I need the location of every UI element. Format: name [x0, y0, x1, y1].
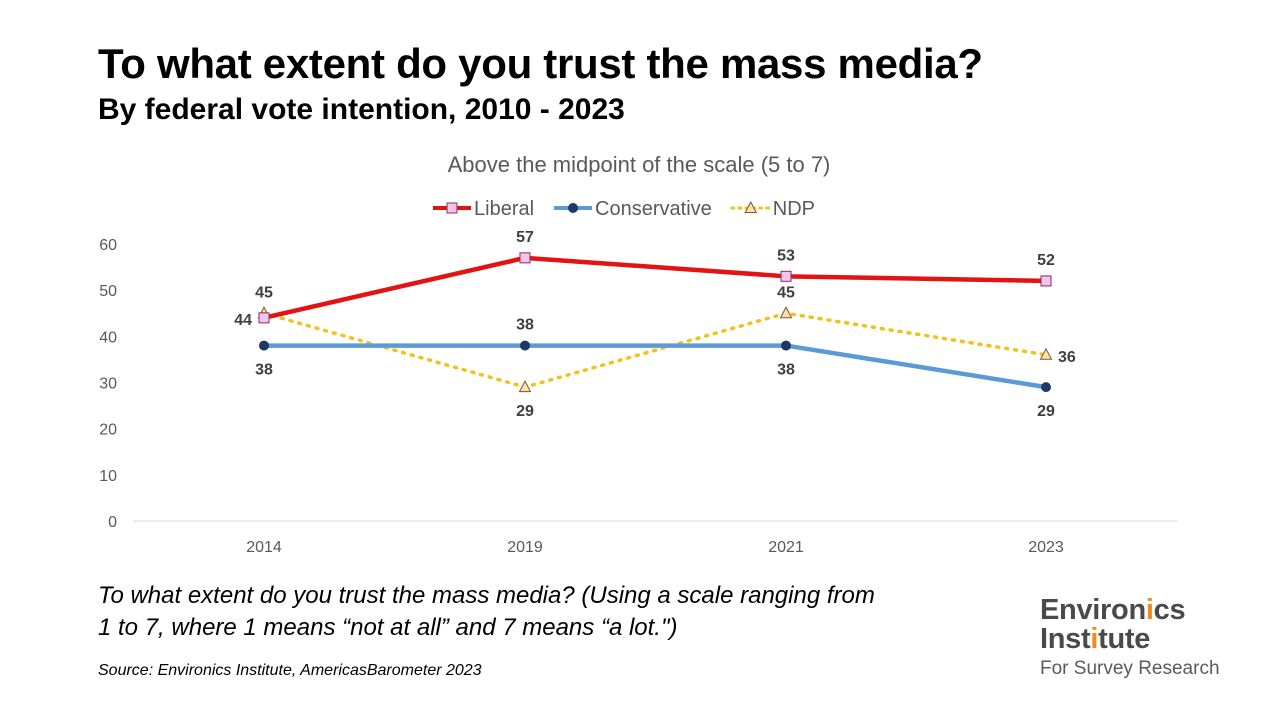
- data-point-conservative-2023: [1041, 382, 1051, 393]
- data-point-liberal-2019: [519, 252, 531, 264]
- data-point-conservative-2014: [259, 340, 269, 351]
- data-point-liberal-2023: [1040, 275, 1052, 287]
- data-point-conservative-2021: [781, 340, 791, 351]
- y-tick-label-20: 20: [99, 422, 117, 439]
- data-point-liberal-2021: [780, 270, 792, 282]
- series-line-liberal: [263, 255, 1047, 321]
- data-label-conservative-2023: 29: [1037, 403, 1055, 420]
- legend-label-ndp: NDP: [773, 198, 815, 220]
- series-line-ndp: [262, 311, 1048, 389]
- data-point-conservative-2019: [520, 340, 530, 351]
- data-label-conservative-2021: 38: [777, 362, 795, 379]
- y-tick-label-0: 0: [108, 514, 117, 531]
- plot-title: Above the midpoint of the scale (5 to 7): [448, 152, 831, 177]
- logo-line-environics: Environics: [1040, 594, 1186, 626]
- data-label-conservative-2019: 38: [516, 317, 534, 334]
- legend-label-liberal: Liberal: [474, 198, 534, 220]
- data-label-ndp-2021: 45: [777, 284, 795, 301]
- y-tick-label-60: 60: [99, 237, 117, 254]
- data-point-liberal-2014: [258, 312, 270, 324]
- data-label-liberal-2019: 57: [516, 229, 534, 246]
- x-tick-label-2014: 2014: [246, 539, 282, 556]
- survey-question: To what extent do you trust the mass med…: [98, 580, 978, 644]
- series-line-conservative: [264, 343, 1047, 390]
- logo-line-tagline: For Survey Research: [1040, 658, 1220, 679]
- data-label-liberal-2021: 53: [777, 247, 795, 264]
- data-point-ndp-2021: [779, 306, 793, 319]
- logo-line-institute: Institute: [1040, 623, 1151, 655]
- chart-title: To what extent do you trust the mass med…: [98, 40, 983, 87]
- data-label-ndp-2014: 45: [255, 284, 273, 301]
- y-tick-label-40: 40: [99, 329, 117, 346]
- x-tick-label-2023: 2023: [1028, 539, 1064, 556]
- legend-marker-ndp: [744, 200, 758, 213]
- data-point-ndp-2023: [1039, 347, 1053, 360]
- data-label-liberal-2023: 52: [1037, 252, 1055, 269]
- survey-question-line-1: To what extent do you trust the mass med…: [98, 582, 875, 609]
- y-tick-label-50: 50: [99, 283, 117, 300]
- data-label-liberal-2014: 44: [234, 312, 252, 329]
- data-label-conservative-2014: 38: [255, 362, 273, 379]
- chart-subtitle: By federal vote intention, 2010 - 2023: [98, 93, 625, 126]
- data-point-ndp-2019: [518, 380, 532, 393]
- legend-marker-conservative: [568, 203, 579, 213]
- legend-marker-liberal: [446, 202, 458, 214]
- source-note: Source: Environics Institute, AmericasBa…: [98, 662, 482, 679]
- data-label-ndp-2023: 36: [1058, 349, 1076, 366]
- x-tick-label-2019: 2019: [507, 539, 543, 556]
- data-label-ndp-2019: 29: [516, 403, 534, 420]
- y-tick-label-10: 10: [99, 468, 117, 485]
- y-tick-label-30: 30: [99, 376, 117, 393]
- x-tick-label-2021: 2021: [768, 539, 804, 556]
- legend-label-conservative: Conservative: [595, 198, 712, 220]
- survey-question-line-2: 1 to 7, where 1 means “not at all” and 7…: [98, 614, 678, 641]
- environics-institute-logo: Environics Institute For Survey Research: [1040, 596, 1220, 681]
